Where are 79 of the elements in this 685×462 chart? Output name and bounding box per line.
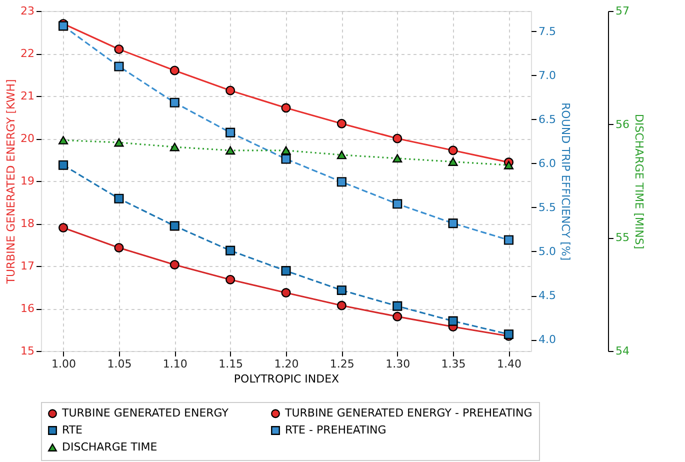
x-tick-label: 1.30 — [386, 358, 410, 370]
y-axis-title: TURBINE GENERATED ENERGY [KWH] — [4, 79, 18, 285]
y3-tick-label: 55 — [616, 231, 630, 244]
y3-axis-title: DISCHARGE TIME [MINS] — [632, 114, 646, 250]
point — [336, 150, 346, 160]
point — [448, 218, 458, 228]
y2-tick-label: 5.0 — [538, 244, 556, 258]
y2-tick-label: 4.0 — [538, 333, 556, 346]
legend-label: TURBINE GENERATED ENERGY - PREHEATING — [284, 406, 532, 420]
point — [281, 266, 291, 276]
y3-tick-label: 57 — [616, 4, 630, 18]
point — [504, 235, 514, 245]
point — [170, 98, 180, 108]
point — [448, 158, 458, 166]
x-tick-label: 1.15 — [218, 358, 244, 370]
point — [58, 160, 68, 170]
point — [114, 62, 124, 72]
y2-tick-label: 7.0 — [538, 68, 556, 82]
x-tick-label: 1.40 — [496, 358, 522, 370]
y2-tick-label: 6.0 — [538, 156, 556, 170]
y2-axis-title: ROUND TRIP EFFICIENCY [%] — [558, 102, 572, 260]
point — [114, 194, 124, 204]
point — [281, 146, 291, 155]
point — [448, 146, 458, 156]
legend-label: RTE - PREHEATING — [285, 424, 386, 436]
point — [392, 312, 402, 322]
point — [114, 44, 124, 54]
y-tick-label: 19 — [20, 174, 34, 188]
y2-tick-label: 7.5 — [538, 24, 556, 38]
legend-label: RTE — [62, 424, 83, 436]
y3-tick-label: 56 — [616, 118, 630, 131]
point — [281, 103, 291, 113]
point — [504, 160, 514, 170]
x-tick-label: 1.25 — [330, 358, 354, 370]
point — [336, 300, 346, 310]
x-axis-title: POLYTROPIC INDEX — [234, 372, 340, 386]
x-tick-label: 1.20 — [274, 358, 299, 370]
point — [392, 134, 402, 144]
point — [114, 138, 124, 147]
point — [392, 199, 402, 209]
point — [170, 142, 180, 152]
y2-tick-label: 6.5 — [538, 112, 556, 126]
y3-tick-label: 54 — [616, 344, 630, 358]
point — [336, 177, 346, 187]
legend-label: DISCHARGE TIME — [62, 440, 158, 454]
x-tick-label: 1.35 — [441, 358, 466, 370]
x-tick-label: 1.05 — [107, 358, 132, 370]
point — [281, 154, 291, 164]
point — [226, 246, 236, 256]
y-tick-label: 21 — [20, 90, 34, 102]
point — [58, 136, 68, 144]
point — [170, 66, 180, 76]
point — [58, 222, 68, 233]
point — [170, 221, 180, 231]
point — [226, 128, 236, 138]
y-tick-label: 22 — [20, 47, 34, 60]
legend-label: TURBINE GENERATED ENERGY — [61, 406, 229, 420]
y-tick-label: 15 — [20, 344, 34, 358]
y2-tick-label: 4.5 — [538, 289, 556, 302]
y-tick-label: 17 — [20, 260, 34, 272]
point — [226, 274, 236, 284]
point — [392, 154, 402, 163]
point — [281, 288, 291, 298]
point — [226, 146, 236, 155]
point — [226, 86, 236, 96]
x-tick-label: 1.00 — [52, 358, 76, 370]
y-tick-label: 20 — [20, 132, 34, 145]
y-tick-label: 23 — [20, 4, 34, 18]
point — [392, 301, 402, 311]
y-tick-label: 16 — [20, 302, 34, 315]
point — [336, 118, 346, 128]
point — [58, 21, 68, 31]
y2-tick-label: 5.5 — [538, 200, 556, 214]
point — [114, 242, 124, 252]
point — [336, 285, 346, 296]
x-tick-label: 1.10 — [162, 358, 188, 370]
point — [170, 260, 180, 270]
point — [448, 316, 458, 326]
y-tick-label: 18 — [20, 217, 34, 230]
